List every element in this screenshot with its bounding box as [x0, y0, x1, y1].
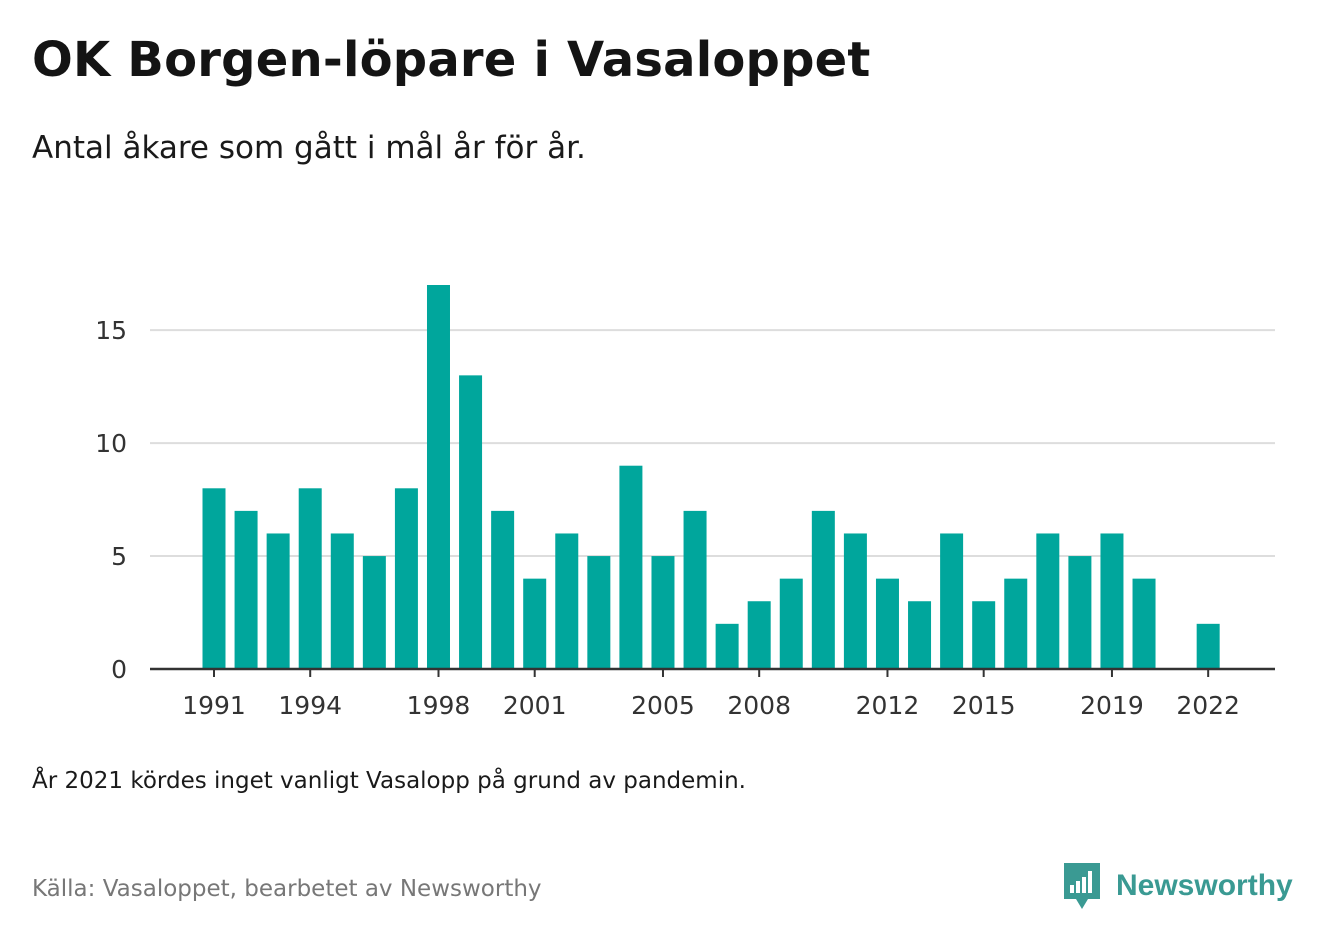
x-tick-label: 2008	[727, 691, 791, 720]
bar-2000	[491, 510, 515, 669]
bar-2012	[875, 578, 899, 669]
source-credit: Källa: Vasaloppet, bearbetet av Newswort…	[32, 876, 542, 902]
bar-2010	[811, 510, 835, 669]
bar-1997	[394, 488, 418, 669]
bar-2003	[587, 556, 611, 669]
bar-2009	[779, 578, 803, 669]
x-tick-label: 2019	[1080, 691, 1144, 720]
y-tick-label: 5	[111, 542, 127, 571]
bar-2022	[1196, 623, 1220, 669]
bar-2013	[908, 601, 932, 669]
y-tick-label: 15	[95, 316, 127, 345]
bar-2019	[1100, 533, 1124, 669]
bar-2017	[1036, 533, 1060, 669]
bar-chart: 0 5 10 15 1991 1994 1998 2001 2005 2008 2012 2015 20…	[95, 285, 1275, 720]
x-tick-label: 2015	[952, 691, 1016, 720]
newsworthy-logo-text: Newsworthy	[1116, 869, 1293, 902]
x-tick-label: 1991	[182, 691, 246, 720]
bar-2008	[747, 601, 771, 669]
bar-2020	[1132, 578, 1156, 669]
y-tick-label: 10	[95, 429, 127, 458]
bar-1999	[459, 375, 483, 669]
bar-2002	[555, 533, 579, 669]
x-tick-label: 2022	[1176, 691, 1240, 720]
bar-2004	[619, 465, 643, 669]
bar-1992	[234, 510, 258, 669]
x-tick-label: 2001	[503, 691, 567, 720]
bar-2014	[940, 533, 964, 669]
bar-2006	[683, 510, 707, 669]
bar-2007	[715, 623, 739, 669]
chart-subtitle: Antal åkare som gått i mål år för år.	[32, 130, 586, 166]
x-tick-label: 2005	[631, 691, 695, 720]
footnote: År 2021 kördes inget vanligt Vasalopp på…	[32, 768, 746, 794]
bar-1998	[426, 285, 450, 669]
x-tick-label: 1994	[278, 691, 342, 720]
x-tick-label: 1998	[407, 691, 471, 720]
bar-1996	[362, 556, 386, 669]
bar-1991	[202, 488, 226, 669]
x-tick-label: 2012	[856, 691, 920, 720]
newsworthy-logo-icon	[1064, 863, 1100, 909]
bar-2015	[972, 601, 996, 669]
y-tick-label: 0	[111, 655, 127, 684]
bar-2018	[1068, 556, 1092, 669]
bar-2011	[843, 533, 867, 669]
bar-1995	[330, 533, 354, 669]
axes: 0 5 10 15 1991 1994 1998 2001 2005 2008 2012 2015 20…	[95, 316, 1275, 720]
bar-2001	[523, 578, 547, 669]
newsworthy-logo[interactable]: Newsworthy	[1062, 860, 1293, 912]
bar-1994	[298, 488, 322, 669]
bar-2016	[1004, 578, 1028, 669]
chart-title: OK Borgen-löpare i Vasaloppet	[32, 32, 871, 88]
bar-2005	[651, 556, 675, 669]
bar-1993	[266, 533, 290, 669]
bars	[202, 285, 1220, 669]
